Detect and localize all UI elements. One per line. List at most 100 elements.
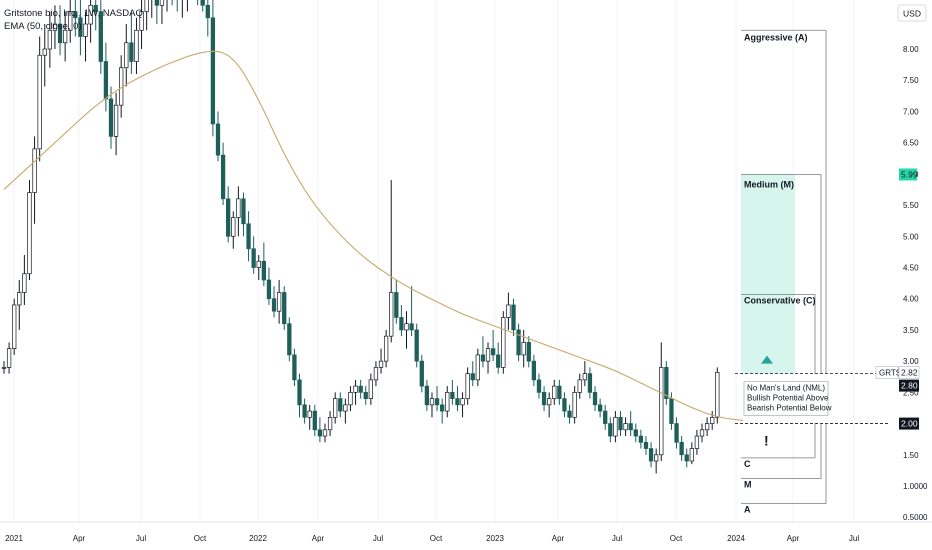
price-axis-background (890, 0, 932, 522)
aggressive-label: Aggressive (A) (744, 32, 808, 42)
candle-body (139, 11, 144, 31)
candle-body (251, 248, 256, 268)
nml-box (743, 381, 829, 417)
x-tick-label: Apr (312, 534, 325, 543)
y-ticks: 8.007.507.006.506.005.505.004.504.003.50… (903, 45, 928, 522)
exclamation-icon: ! (764, 433, 769, 449)
candle-body (373, 367, 379, 381)
c-stop-label: C (744, 459, 751, 469)
candle-body (103, 61, 109, 100)
candle-body (399, 317, 404, 331)
candle-body (144, 0, 149, 12)
candle-body (282, 292, 287, 325)
last-price-text: 2.82 (901, 367, 918, 377)
candle-body (638, 435, 644, 443)
candle-body (511, 304, 516, 331)
indicator-label[interactable]: EMA (50, close, 0) (4, 21, 82, 32)
time-axis[interactable]: 2021 Apr Jul Oct 2022 Apr Jul Oct 2023 Apr Jul Oct 2… (0, 521, 932, 543)
candle-body (562, 398, 567, 412)
candles (1, 0, 720, 474)
candle-body (648, 448, 654, 462)
y-tick-label: 1.0000 (903, 482, 928, 491)
candle-body (78, 17, 83, 37)
candle-body (124, 42, 129, 69)
candle-body (409, 323, 414, 331)
candle-body (674, 423, 679, 443)
candle-body (577, 379, 582, 393)
y-tick-label: 3.00 (903, 357, 919, 366)
candle-body (536, 379, 542, 393)
medium-zone-fill (741, 174, 795, 374)
nml-bottom-price-tag (899, 417, 919, 430)
candle-body (506, 304, 511, 318)
candle-body (215, 123, 221, 156)
candle-body (628, 423, 633, 431)
candle-body (603, 410, 608, 424)
candle-body (261, 260, 266, 281)
y-tick-label: 3.50 (903, 326, 919, 335)
candle-body (567, 410, 572, 418)
candle-body (363, 392, 368, 399)
candle-body (226, 198, 231, 237)
y-tick-label: 7.50 (903, 76, 919, 85)
candle-body (159, 0, 165, 6)
candle-body (338, 398, 343, 412)
candle-body (450, 392, 455, 399)
candle-body (220, 154, 226, 200)
candle-body (292, 354, 297, 381)
candle-body (633, 429, 638, 437)
candle-body (699, 429, 705, 437)
candle-body (582, 373, 587, 381)
currency-box[interactable] (897, 4, 927, 22)
candle-body (460, 398, 465, 406)
candle-body (715, 372, 720, 418)
chart-legend: Gritstone bio, Inc., 1W, NASDAQ EMA (50,… (4, 7, 143, 33)
candle-body (659, 367, 664, 456)
candle-body (200, 0, 205, 6)
candle-body (689, 448, 694, 462)
y-tick-label: 1.50 (903, 451, 919, 460)
candle-body (73, 11, 78, 19)
candle-body (664, 367, 669, 399)
a-stop-label: A (744, 504, 751, 514)
candle-body (496, 354, 501, 368)
candle-body (414, 329, 419, 362)
nml-top-price-text: 2.80 (901, 381, 918, 391)
candle-body (358, 385, 363, 393)
chart-title[interactable]: Gritstone bio, Inc., 1W, NASDAQ (4, 8, 143, 19)
candle-body (57, 23, 63, 44)
candle-body (17, 292, 22, 306)
candle-body (434, 398, 440, 406)
candle-body (134, 29, 139, 62)
m-stop-label: M (744, 480, 752, 490)
x-tick-label: Jul (373, 534, 383, 543)
candle-body (333, 398, 338, 418)
ema-line (3, 50, 743, 421)
y-tick-label: 7.00 (903, 107, 919, 116)
candle-body (440, 404, 445, 412)
x-tick-label: Apr (73, 534, 86, 543)
candle-body (32, 148, 37, 193)
candle-body (236, 198, 241, 218)
y-tick-label: 4.50 (903, 264, 919, 273)
candle-body (327, 416, 333, 431)
candle-body (531, 360, 537, 381)
price-axis[interactable]: USD 8.007.507.006.506.005.505.004.504.00… (875, 0, 932, 522)
candle-body (710, 416, 715, 424)
candle-body (297, 379, 302, 406)
candle-body (37, 54, 42, 150)
candle-body (470, 373, 475, 381)
candle-body (27, 192, 32, 275)
candle-body (93, 4, 98, 12)
candle-body (394, 292, 399, 318)
last-price-tag (898, 366, 920, 379)
candle-body (608, 423, 613, 437)
candle-body (108, 98, 114, 137)
y-tick-label: 4.00 (903, 295, 919, 304)
candle-body (302, 404, 307, 418)
target-price-tag (899, 168, 917, 181)
x-tick-label: 2022 (249, 534, 267, 543)
candle-body (12, 304, 17, 350)
candle-body (6, 348, 12, 368)
target-price-text: 5.99 (901, 169, 918, 179)
